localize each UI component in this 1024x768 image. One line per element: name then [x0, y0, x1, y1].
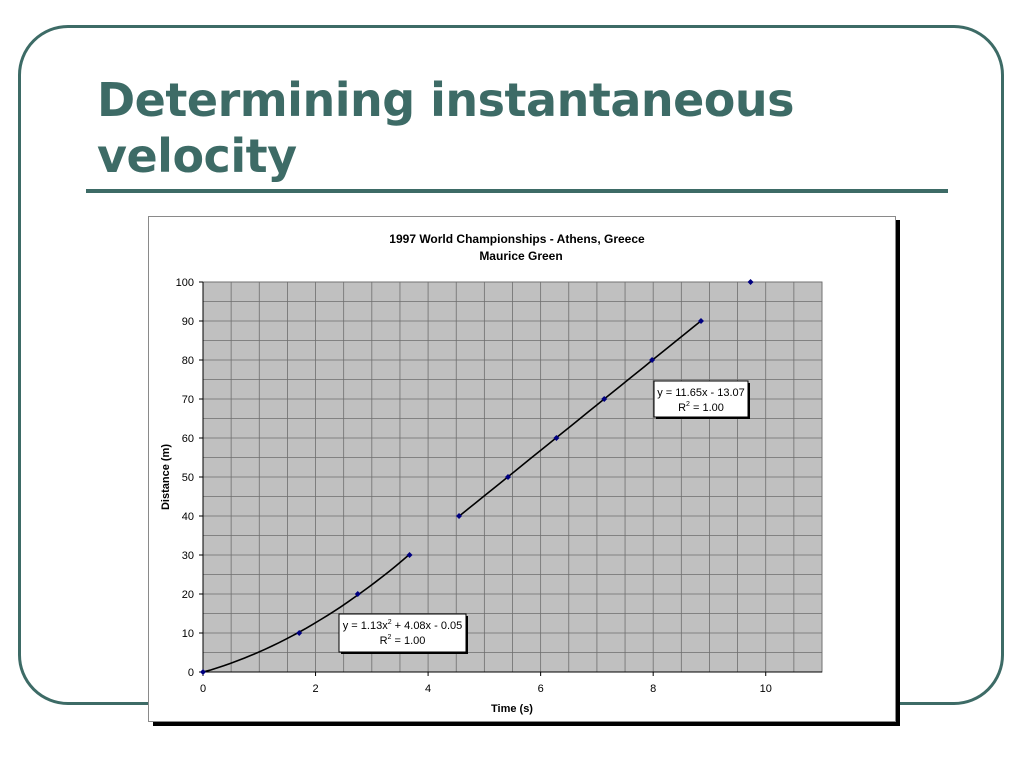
trendline-linear — [458, 320, 702, 517]
trendline-r-squared-polynomial: R2 = 1.00 — [380, 634, 426, 647]
x-tick-label: 10 — [760, 683, 772, 695]
chart-subtitle: Maurice Green — [479, 249, 562, 263]
data-point — [553, 435, 560, 441]
y-tick-label: 80 — [182, 355, 194, 367]
trendline-equation-linear: y = 11.65x - 13.07 — [657, 387, 745, 399]
equation-box-linear — [653, 380, 749, 418]
trendline-polynomial — [202, 553, 411, 673]
data-point — [456, 513, 463, 519]
y-tick-label: 20 — [182, 589, 194, 601]
title-underline — [86, 189, 948, 193]
y-tick-label: 70 — [182, 394, 194, 406]
data-point — [601, 396, 608, 402]
y-tick-label: 90 — [182, 316, 194, 328]
x-axis-label: Time (s) — [491, 703, 533, 715]
y-tick-label: 100 — [176, 277, 194, 289]
title-line-1: Determining instantaneous — [97, 73, 795, 127]
y-tick-label: 40 — [182, 511, 194, 523]
data-point — [200, 669, 206, 675]
y-tick-label: 0 — [188, 667, 194, 679]
data-point — [354, 591, 361, 597]
data-point — [698, 318, 705, 324]
data-point — [747, 279, 754, 285]
y-tick-label: 60 — [182, 433, 194, 445]
x-tick-label: 2 — [312, 683, 318, 695]
x-tick-label: 6 — [538, 683, 544, 695]
slide-title: Determining instantaneous velocity — [97, 72, 937, 184]
data-point — [296, 630, 303, 636]
trendline-equation-polynomial: y = 1.13x2 + 4.08x - 0.05 — [343, 619, 463, 632]
y-tick-label: 10 — [182, 628, 194, 640]
data-point — [406, 552, 413, 558]
x-tick-label: 4 — [425, 683, 431, 695]
equation-box-polynomial — [338, 613, 467, 653]
x-tick-label: 8 — [650, 683, 656, 695]
x-tick-label: 0 — [200, 683, 206, 695]
y-tick-label: 50 — [182, 472, 194, 484]
y-tick-label: 30 — [182, 550, 194, 562]
trendline-r-squared-linear: R2 = 1.00 — [678, 401, 724, 414]
data-point — [504, 474, 511, 480]
y-axis-label: Distance (m) — [160, 444, 172, 510]
chart-title: 1997 World Championships - Athens, Greec… — [389, 232, 645, 246]
title-line-2: velocity — [97, 129, 297, 183]
data-point — [649, 357, 656, 363]
